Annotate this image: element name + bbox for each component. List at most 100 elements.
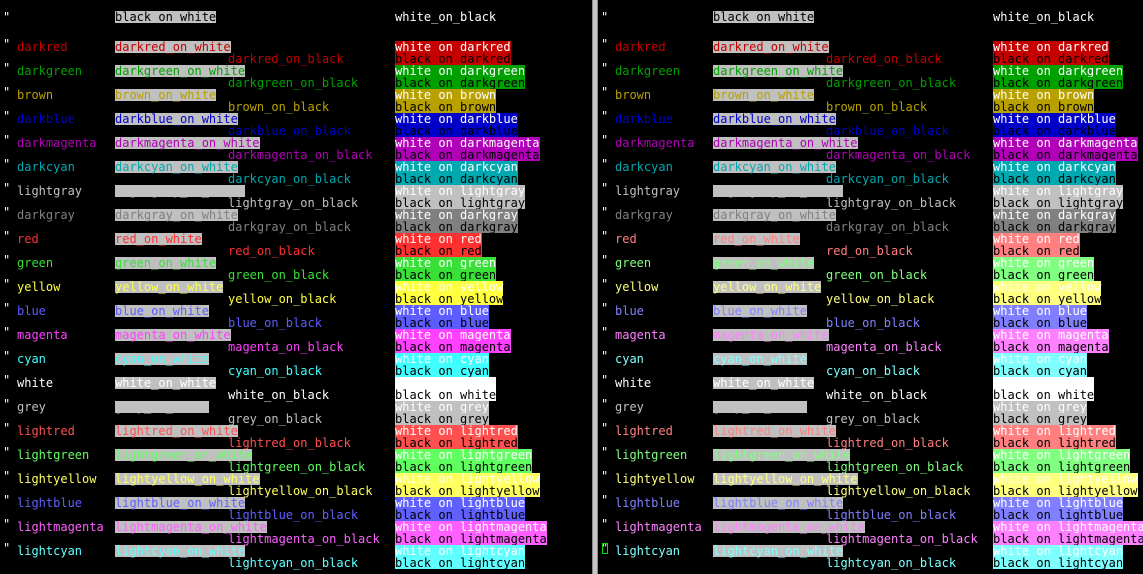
swatch-cyan-on-black: cyan_on_black bbox=[228, 364, 322, 378]
comment-quote: " bbox=[3, 61, 11, 75]
color-name-green: green bbox=[615, 256, 652, 270]
swatch-white-on-grey: white_on_grey bbox=[993, 400, 1087, 414]
color-name-darkcyan: darkcyan bbox=[17, 160, 75, 174]
swatch-white-on-blue: white_on_blue bbox=[993, 304, 1087, 318]
color-name-lightgray: lightgray bbox=[17, 184, 83, 198]
comment-quote: " bbox=[3, 349, 11, 363]
comment-quote: " bbox=[3, 133, 11, 147]
swatch-yellow-on-white: yellow_on_white bbox=[713, 280, 822, 294]
color-name-darkred: darkred bbox=[17, 40, 68, 54]
comment-quote: " bbox=[3, 229, 11, 243]
swatch-darkred-on-black: darkred_on_black bbox=[826, 52, 942, 66]
swatch-lightred-on-black: lightred_on_black bbox=[228, 436, 351, 450]
comment-quote: " bbox=[3, 85, 11, 99]
comment-quote: " bbox=[3, 493, 11, 507]
swatch-white-on-yellow: white_on_yellow bbox=[993, 280, 1102, 294]
swatch-yellow-on-black: yellow_on_black bbox=[228, 292, 337, 306]
swatch-white-on-darkgreen: white_on_darkgreen bbox=[395, 64, 526, 78]
swatch-lightgreen-on-black: lightgreen_on_black bbox=[826, 460, 964, 474]
swatch-black-on-lightgray: black_on_lightgray bbox=[993, 196, 1124, 210]
swatch-white-on-white: white_on_white bbox=[115, 376, 217, 390]
swatch-darkcyan-on-black: darkcyan_on_black bbox=[826, 172, 949, 186]
comment-quote: " bbox=[3, 277, 11, 291]
swatch-black-on-darkblue: black_on_darkblue bbox=[395, 124, 518, 138]
swatch-black-on-lightred: black_on_lightred bbox=[993, 436, 1116, 450]
color-name-magenta: magenta bbox=[615, 328, 666, 342]
swatch-lightred-on-black: lightred_on_black bbox=[826, 436, 949, 450]
color-name-red: red bbox=[17, 232, 39, 246]
swatch-darkgreen-on-white: darkgreen_on_white bbox=[115, 64, 246, 78]
comment-quote: " bbox=[601, 37, 609, 51]
swatch-black-on-darkmagenta: black_on_darkmagenta bbox=[395, 148, 540, 162]
swatch-black-on-darkgreen: black_on_darkgreen bbox=[395, 76, 526, 90]
swatch-white-on-grey: white_on_grey bbox=[395, 400, 489, 414]
swatch-white-on-lightred: white_on_lightred bbox=[395, 424, 518, 438]
swatch-lightcyan-on-white: lightcyan_on_white bbox=[115, 544, 246, 558]
swatch-black-on-darkblue: black_on_darkblue bbox=[993, 124, 1116, 138]
color-name-lightcyan: lightcyan bbox=[615, 544, 681, 558]
swatch-brown-on-white: brown_on_white bbox=[713, 88, 815, 102]
swatch-darkblue-on-white: darkblue_on_white bbox=[115, 112, 238, 126]
color-name-darkmagenta: darkmagenta bbox=[17, 136, 97, 150]
swatch-lightgray-on-white: lightgray_on_white bbox=[115, 184, 246, 198]
swatch-cyan-on-white: cyan_on_white bbox=[115, 352, 209, 366]
swatch-darkblue-on-white: darkblue_on_white bbox=[713, 112, 836, 126]
swatch-lightblue-on-white: lightblue_on_white bbox=[713, 496, 844, 510]
comment-quote: " bbox=[3, 301, 11, 315]
comment-quote: " bbox=[3, 397, 11, 411]
right-pane[interactable]: " black_on_white white_on_black " darkred dar… bbox=[598, 0, 1143, 574]
swatch-black-on-grey: black_on_grey bbox=[993, 412, 1087, 426]
swatch-black-on-white: black_on_white bbox=[395, 388, 497, 402]
swatch-black-on-lightyellow: black_on_lightyellow bbox=[993, 484, 1138, 498]
color-name-brown: brown bbox=[615, 88, 652, 102]
swatch-white-on-magenta: white_on_magenta bbox=[993, 328, 1109, 342]
swatch-grey-on-white: grey_on_white bbox=[115, 400, 209, 414]
comment-quote: " bbox=[601, 517, 609, 531]
comment-quote: " bbox=[3, 517, 11, 531]
swatch-yellow-on-black: yellow_on_black bbox=[826, 292, 935, 306]
color-name-cyan: cyan bbox=[17, 352, 46, 366]
swatch-black-on-blue: black_on_blue bbox=[993, 316, 1087, 330]
swatch-lightblue-on-black: lightblue_on_black bbox=[228, 508, 359, 522]
comment-quote: " bbox=[3, 10, 11, 24]
color-name-lightyellow: lightyellow bbox=[615, 472, 695, 486]
swatch-darkgreen-on-black: darkgreen_on_black bbox=[228, 76, 359, 90]
color-name-green: green bbox=[17, 256, 54, 270]
color-name-lightblue: lightblue bbox=[615, 496, 681, 510]
swatch-white-on-blue: white_on_blue bbox=[395, 304, 489, 318]
color-name-lightmagenta: lightmagenta bbox=[17, 520, 104, 534]
swatch-yellow-on-white: yellow_on_white bbox=[115, 280, 224, 294]
swatch-blue-on-black: blue_on_black bbox=[826, 316, 920, 330]
swatch-black-on-darkcyan: black_on_darkcyan bbox=[993, 172, 1116, 186]
comment-quote: " bbox=[601, 277, 609, 291]
swatch-black-on-darkgray: black_on_darkgray bbox=[993, 220, 1116, 234]
left-pane[interactable]: " black_on_white white_on_black " darkred dar… bbox=[0, 0, 592, 574]
swatch-black-on-darkgray: black_on_darkgray bbox=[395, 220, 518, 234]
swatch-white-on-cyan: white_on_cyan bbox=[395, 352, 489, 366]
swatch-black-on-lightmagenta: black_on_lightmagenta bbox=[395, 532, 547, 546]
pane-divider[interactable] bbox=[592, 0, 598, 574]
swatch-lightgray-on-black: lightgray_on_black bbox=[826, 196, 957, 210]
swatch-white-on-magenta: white_on_magenta bbox=[395, 328, 511, 342]
swatch-black-on-lightyellow: black_on_lightyellow bbox=[395, 484, 540, 498]
comment-quote: " bbox=[601, 373, 609, 387]
swatch-black-on-darkmagenta: black_on_darkmagenta bbox=[993, 148, 1138, 162]
swatch-white-on-white: white_on_white bbox=[713, 376, 815, 390]
swatch-white-on-lightblue: white_on_lightblue bbox=[395, 496, 526, 510]
comment-quote: " bbox=[601, 253, 609, 267]
swatch-grey-on-black: grey_on_black bbox=[228, 412, 322, 426]
swatch-darkred-on-black: darkred_on_black bbox=[228, 52, 344, 66]
swatch-white-on-brown: white_on_brown bbox=[993, 88, 1095, 102]
comment-quote: " bbox=[601, 469, 609, 483]
color-name-grey: grey bbox=[615, 400, 644, 414]
swatch-brown-on-black: brown_on_black bbox=[228, 100, 330, 114]
swatch-black-on-yellow: black_on_yellow bbox=[395, 292, 504, 306]
swatch-white-on-darkgreen: white_on_darkgreen bbox=[993, 64, 1124, 78]
comment-quote: " bbox=[601, 349, 609, 363]
swatch-lightcyan-on-black: lightcyan_on_black bbox=[826, 556, 957, 570]
swatch-white-on-lightmagenta: white_on_lightmagenta bbox=[993, 520, 1143, 534]
color-name-red: red bbox=[615, 232, 637, 246]
comment-quote: " bbox=[601, 301, 609, 315]
comment-quote: " bbox=[601, 205, 609, 219]
header-white-on-black: white_on_black bbox=[395, 10, 497, 24]
